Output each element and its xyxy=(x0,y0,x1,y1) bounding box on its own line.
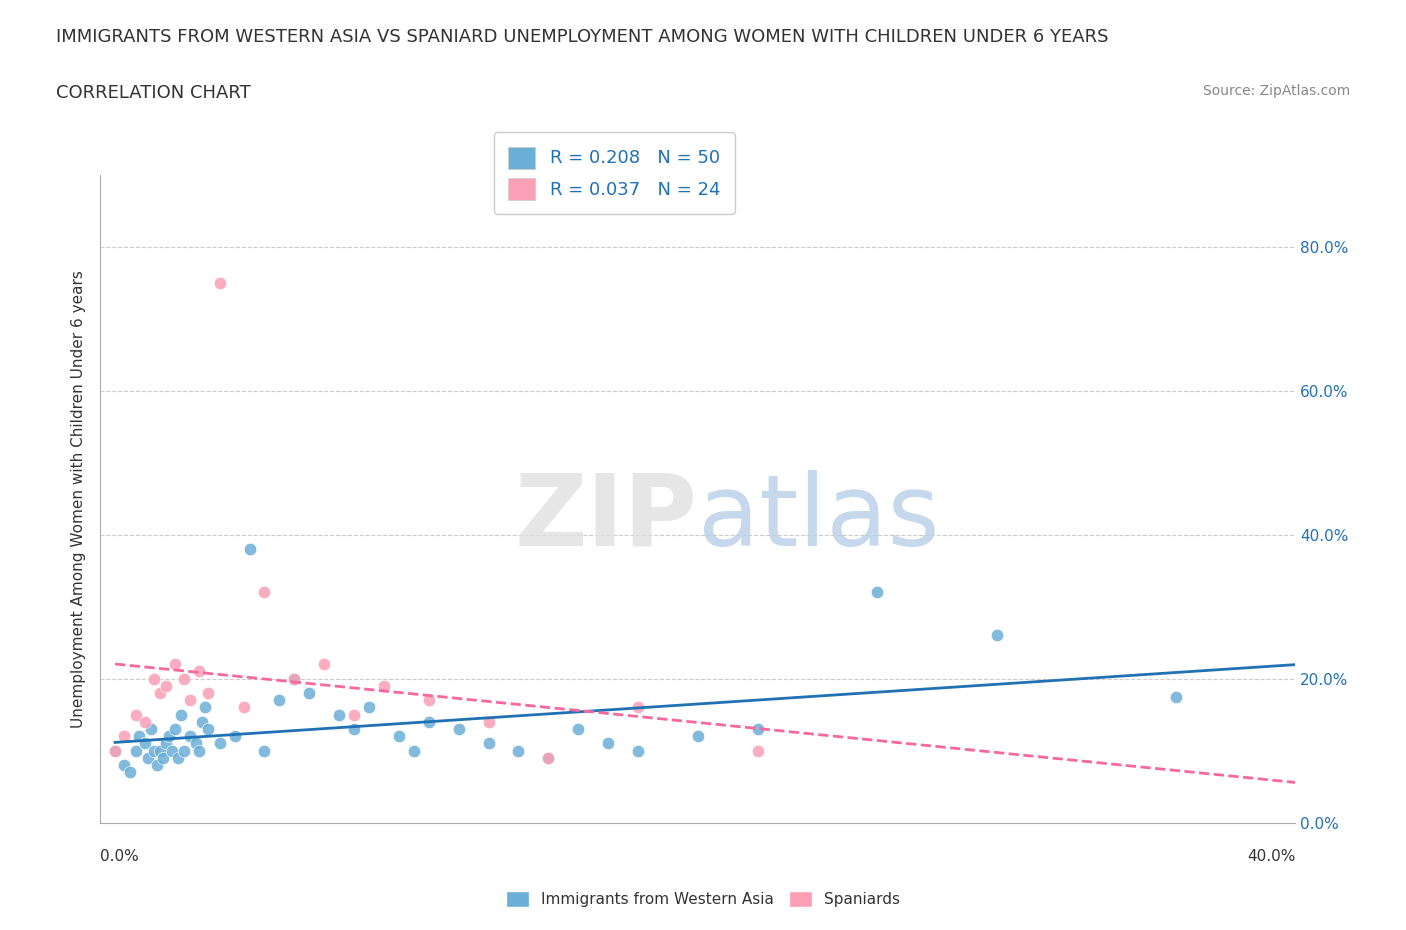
Point xyxy=(149,685,172,700)
Point xyxy=(283,671,305,686)
Point xyxy=(146,758,169,773)
Text: IMMIGRANTS FROM WESTERN ASIA VS SPANIARD UNEMPLOYMENT AMONG WOMEN WITH CHILDREN : IMMIGRANTS FROM WESTERN ASIA VS SPANIARD… xyxy=(56,28,1109,46)
Point xyxy=(197,722,219,737)
Point xyxy=(136,751,159,765)
Point xyxy=(142,743,165,758)
Point xyxy=(627,700,650,715)
Text: CORRELATION CHART: CORRELATION CHART xyxy=(56,84,252,101)
Point xyxy=(447,722,470,737)
Y-axis label: Unemployment Among Women with Children Under 6 years: Unemployment Among Women with Children U… xyxy=(72,270,86,727)
Point xyxy=(866,585,889,600)
Point xyxy=(598,736,620,751)
Point xyxy=(184,736,207,751)
Point xyxy=(190,714,212,729)
Point xyxy=(104,743,127,758)
Point xyxy=(478,714,501,729)
Point xyxy=(163,657,186,671)
Point xyxy=(373,678,395,693)
Point xyxy=(478,736,501,751)
Point xyxy=(314,657,336,671)
Point xyxy=(269,693,291,708)
Point xyxy=(160,743,183,758)
Point xyxy=(173,671,195,686)
Point xyxy=(986,628,1008,643)
Text: Source: ZipAtlas.com: Source: ZipAtlas.com xyxy=(1202,84,1350,98)
Point xyxy=(567,722,589,737)
Point xyxy=(179,693,201,708)
Point xyxy=(197,685,219,700)
Point xyxy=(155,678,177,693)
Point xyxy=(747,722,769,737)
Point xyxy=(166,751,188,765)
Point xyxy=(208,275,231,290)
Point xyxy=(1164,689,1187,704)
Point xyxy=(508,743,530,758)
Legend: Immigrants from Western Asia, Spaniards: Immigrants from Western Asia, Spaniards xyxy=(499,884,907,913)
Point xyxy=(418,693,440,708)
Point xyxy=(232,700,254,715)
Point xyxy=(343,707,366,722)
Point xyxy=(142,671,165,686)
Point xyxy=(537,751,560,765)
Point xyxy=(155,736,177,751)
Point xyxy=(104,743,127,758)
Point xyxy=(179,729,201,744)
Point xyxy=(388,729,411,744)
Point xyxy=(125,743,148,758)
Point xyxy=(238,541,260,556)
Point xyxy=(418,714,440,729)
Point xyxy=(134,714,156,729)
Point xyxy=(747,743,769,758)
Point xyxy=(134,736,156,751)
Point xyxy=(343,722,366,737)
Text: ZIP: ZIP xyxy=(515,470,697,566)
Point xyxy=(537,751,560,765)
Point xyxy=(298,685,321,700)
Point xyxy=(152,751,174,765)
Point xyxy=(187,664,209,679)
Point xyxy=(125,707,148,722)
Point xyxy=(402,743,425,758)
Point xyxy=(627,743,650,758)
Point xyxy=(224,729,246,744)
Point xyxy=(686,729,709,744)
Text: atlas: atlas xyxy=(697,470,939,566)
Point xyxy=(283,671,305,686)
Legend: R = 0.208   N = 50, R = 0.037   N = 24: R = 0.208 N = 50, R = 0.037 N = 24 xyxy=(494,132,734,214)
Point xyxy=(253,743,276,758)
Text: 0.0%: 0.0% xyxy=(100,849,139,864)
Point xyxy=(170,707,193,722)
Point xyxy=(359,700,381,715)
Point xyxy=(118,764,141,779)
Point xyxy=(187,743,209,758)
Point xyxy=(112,758,135,773)
Point xyxy=(208,736,231,751)
Point xyxy=(157,729,180,744)
Point xyxy=(139,722,162,737)
Point xyxy=(194,700,217,715)
Text: 40.0%: 40.0% xyxy=(1247,849,1295,864)
Point xyxy=(173,743,195,758)
Point xyxy=(253,585,276,600)
Point xyxy=(163,722,186,737)
Point xyxy=(328,707,350,722)
Point xyxy=(128,729,150,744)
Point xyxy=(112,729,135,744)
Point xyxy=(149,743,172,758)
